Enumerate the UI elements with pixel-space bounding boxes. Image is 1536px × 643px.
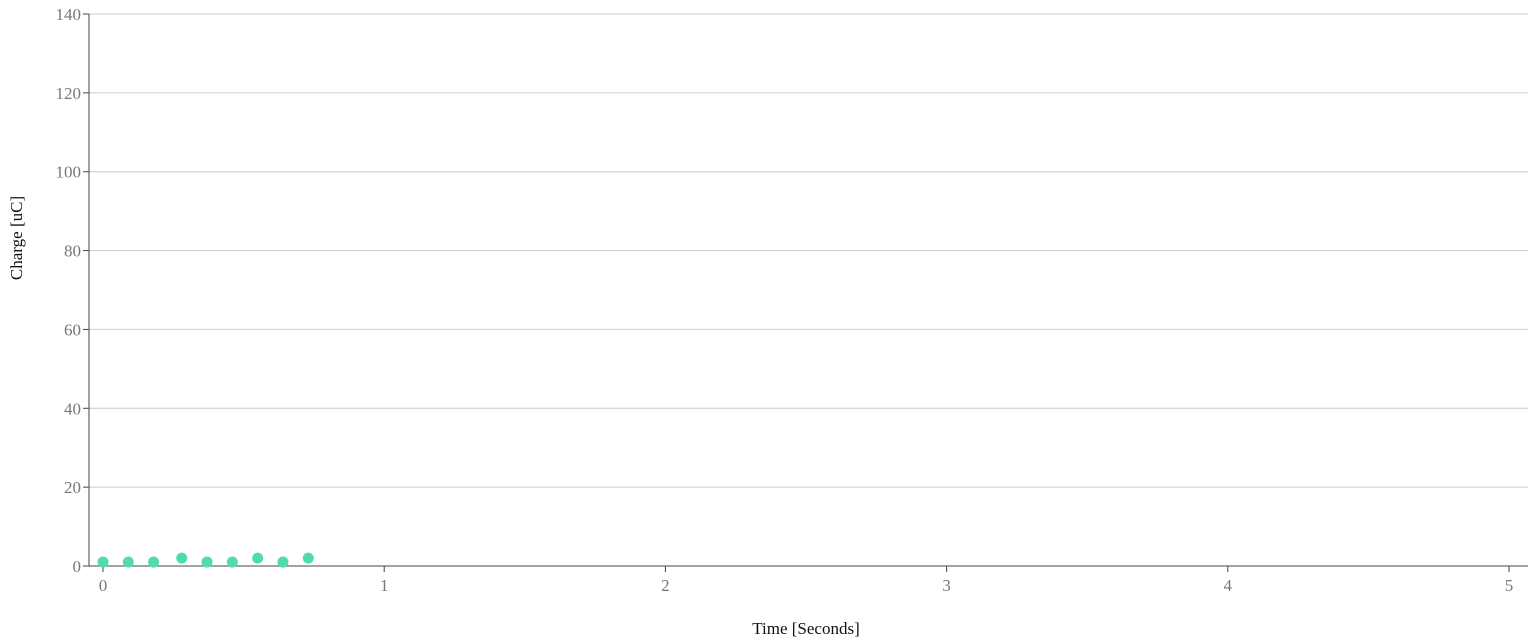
data-point: [148, 556, 160, 568]
data-point: [97, 556, 109, 568]
y-tick-label: 100: [56, 163, 82, 182]
y-tick-label: 80: [64, 242, 81, 261]
data-point: [122, 556, 134, 568]
y-axis-title: Charge [uC]: [7, 196, 26, 280]
x-tick-label: 5: [1505, 576, 1514, 595]
x-tick-label: 3: [942, 576, 951, 595]
data-point: [226, 556, 238, 568]
x-tick-label: 2: [661, 576, 670, 595]
data-point: [302, 552, 314, 564]
grid-layer: [89, 13, 1528, 488]
y-tick-label: 140: [56, 5, 82, 24]
y-tick-label: 120: [56, 84, 82, 103]
data-point: [252, 552, 264, 564]
data-point: [201, 556, 213, 568]
x-tick-label: 1: [380, 576, 389, 595]
y-tick-label: 0: [73, 557, 82, 576]
data-point: [176, 552, 188, 564]
y-tick-label: 60: [64, 320, 81, 339]
axis-layer: 0 20 40 60 80 100 120 140 0 1 2 3 4 5: [56, 5, 1528, 595]
data-point: [277, 556, 289, 568]
y-tick-label: 40: [64, 399, 81, 418]
x-tick-label: 0: [99, 576, 108, 595]
y-tick-label: 20: [64, 478, 81, 497]
data-points: [97, 552, 314, 568]
x-axis-title: Time [Seconds]: [752, 619, 860, 638]
x-tick-label: 4: [1224, 576, 1233, 595]
